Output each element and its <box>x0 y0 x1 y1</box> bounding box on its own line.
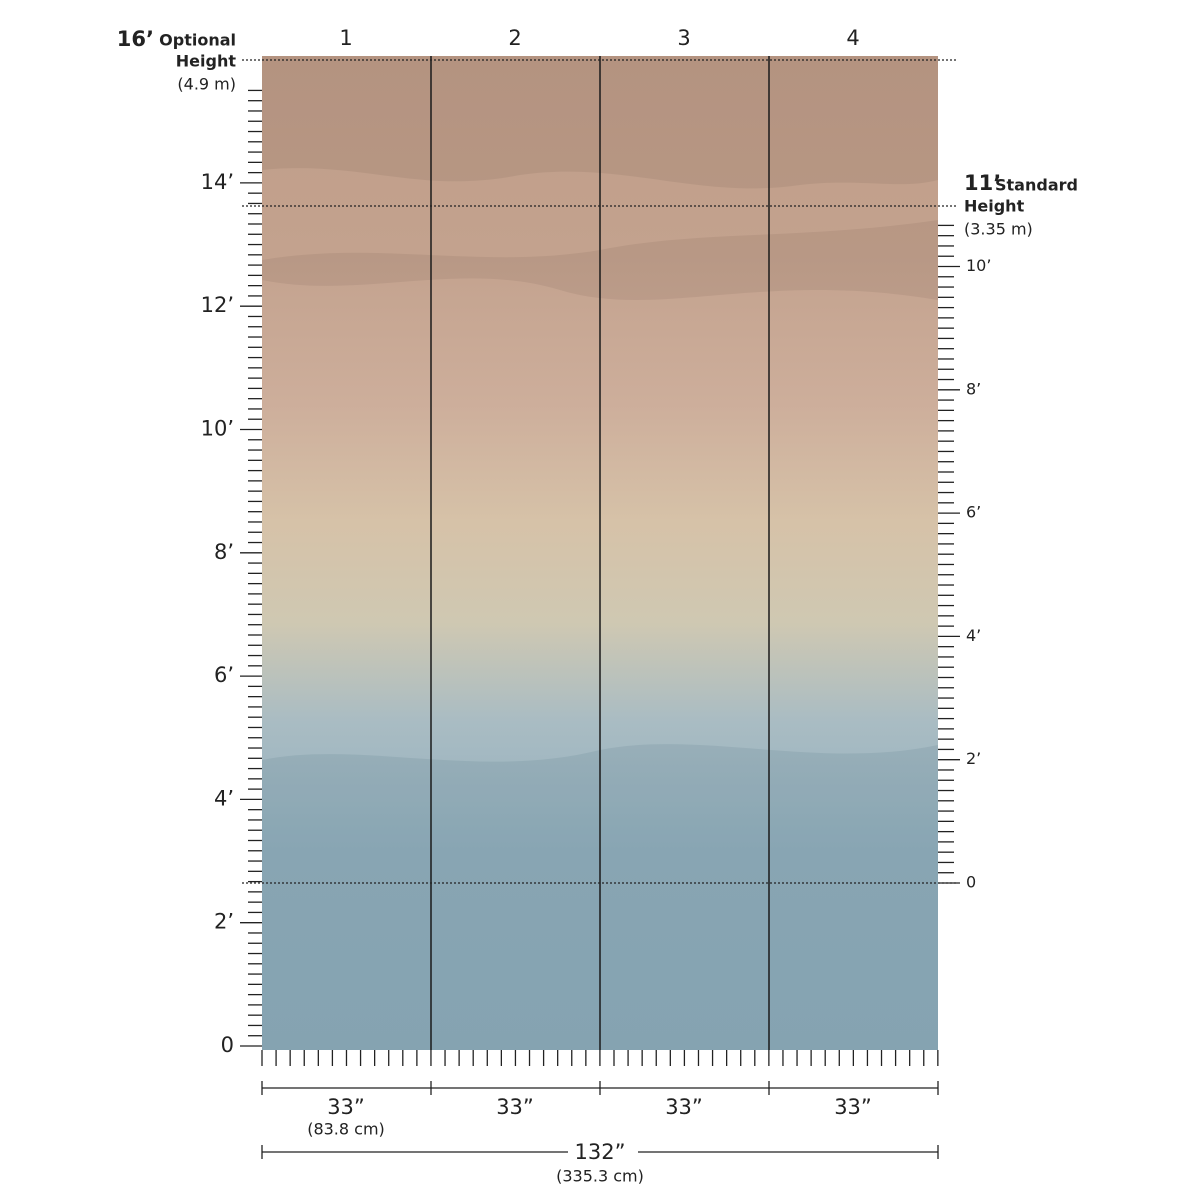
scale-label: 0 <box>221 1033 234 1057</box>
height-metric: (3.35 m) <box>964 220 1033 239</box>
scale-label: 8’ <box>966 379 981 398</box>
scale-ticks <box>240 89 960 1066</box>
total-width: 132” <box>575 1140 626 1164</box>
dimension-lines <box>261 1081 939 1159</box>
panel-width-metric: (83.8 cm) <box>307 1120 385 1139</box>
scale-label: 8’ <box>214 540 234 564</box>
height-label: Standard <box>995 176 1078 195</box>
panel-width: 33” <box>834 1095 872 1119</box>
panel-width: 33” <box>496 1095 534 1119</box>
scale-label: 4’ <box>214 786 234 810</box>
height-label: Optional <box>159 31 236 50</box>
left-scale: 14’ 12’ 10’ 8’ 6’ 4’ 2’ 0 <box>201 170 234 1057</box>
panel-number: 4 <box>846 26 859 50</box>
total-width-metric: (335.3 cm) <box>556 1167 644 1186</box>
height-feet: 11’ <box>964 171 1001 195</box>
height-lines <box>242 59 958 884</box>
right-scale: 10’ 8’ 6’ 4’ 2’ 0 <box>966 256 991 892</box>
scale-label: 10’ <box>966 256 991 275</box>
panel-number: 1 <box>339 26 352 50</box>
scale-label: 6’ <box>966 503 981 522</box>
height-label: Height <box>176 52 237 71</box>
scale-label: 10’ <box>201 417 234 441</box>
scale-label: 12’ <box>201 293 234 317</box>
scale-label: 2’ <box>214 910 234 934</box>
height-feet: 16’ <box>117 27 154 51</box>
height-metric: (4.9 m) <box>177 75 236 94</box>
panel-width: 33” <box>327 1095 365 1119</box>
scale-label: 4’ <box>966 626 981 645</box>
scale-label: 0 <box>966 873 976 892</box>
panel-number: 2 <box>508 26 521 50</box>
height-label: Height <box>964 197 1025 216</box>
scale-label: 6’ <box>214 663 234 687</box>
scale-label: 14’ <box>201 170 234 194</box>
panel-number: 3 <box>677 26 690 50</box>
panel-dividers <box>430 56 770 1050</box>
scale-label: 2’ <box>966 749 981 768</box>
panel-width: 33” <box>665 1095 703 1119</box>
